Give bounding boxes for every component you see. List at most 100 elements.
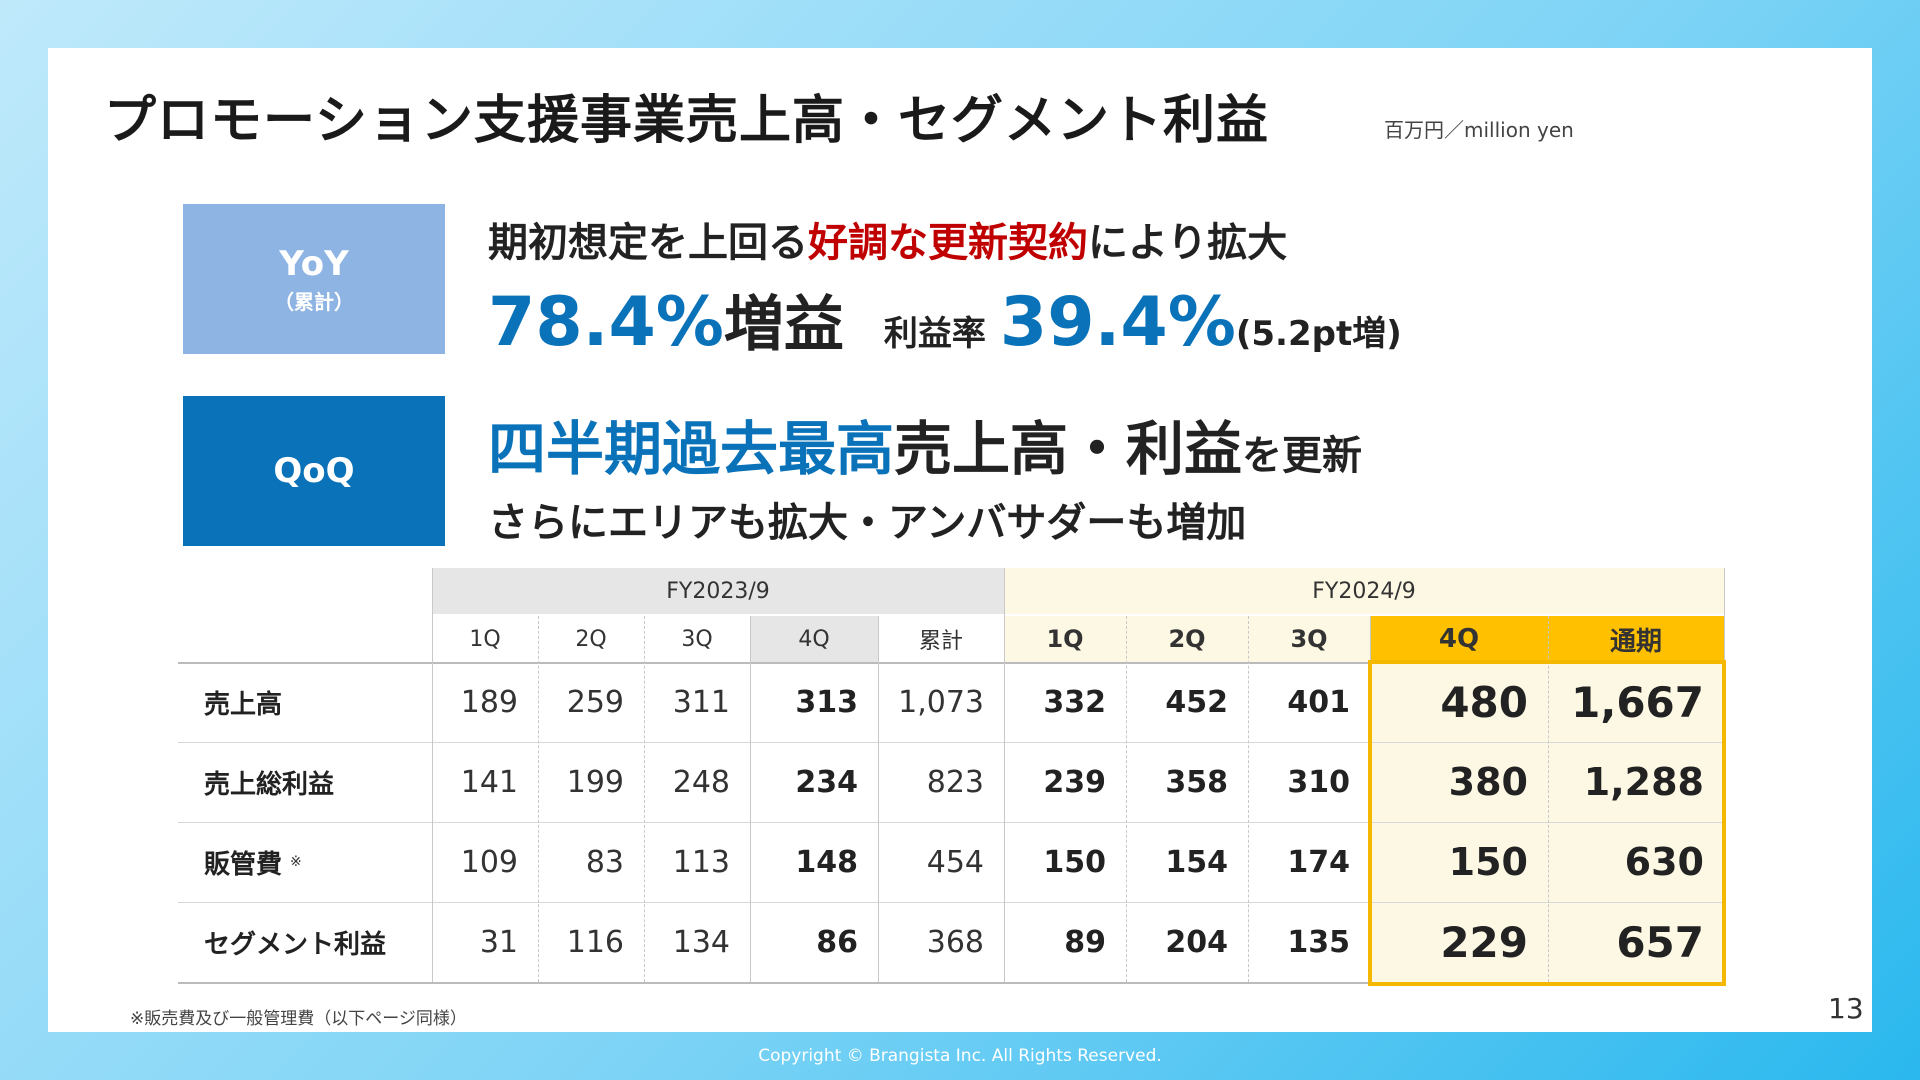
table-cell: 823 (926, 764, 984, 800)
qoq-headline-blue: 四半期過去最高 (488, 415, 895, 483)
qoq-label: QoQ (273, 451, 355, 491)
page-title: プロモーション支援事業売上高・セグメント利益 (104, 91, 1269, 151)
table-cell: 454 (926, 844, 984, 880)
financial-table: FY2023/9 FY2024/9 1Q 2Q 3Q 4Q 累計 1Q 2Q 3Q 4Q 通期 売上高 1… (178, 568, 1878, 1028)
qoq-headline-small: を更新 (1242, 433, 1363, 479)
table-cell: 154 (1165, 844, 1228, 880)
column-dash-divider (538, 616, 539, 982)
row-label: 売上高 (178, 662, 432, 742)
fy2024-header: FY2024/9 (1004, 568, 1724, 614)
table-cell: 234 (795, 764, 858, 800)
yoy-headline-highlight: 好調な更新契約 (808, 220, 1088, 266)
row-label-mark: ※ (290, 854, 302, 870)
qoq-headline: 四半期過去最高 売上高・利益 を更新 (488, 402, 1362, 486)
profit-growth-value: 78.4% (488, 283, 724, 362)
table-cell: 368 (926, 924, 984, 960)
table-cell: 135 (1287, 924, 1350, 960)
table-cell: 83 (585, 844, 624, 880)
unit-label: 百万円／million yen (1384, 118, 1574, 142)
table-cell: 109 (460, 844, 518, 880)
column-divider (878, 616, 879, 982)
slide: プロモーション支援事業売上高・セグメント利益 百万円／million yen Y… (48, 48, 1872, 1032)
qoq-subline: さらにエリアも拡大・アンバサダーも増加 (488, 500, 1247, 546)
table-cell: 148 (795, 844, 858, 880)
table-cell: 89 (1064, 924, 1106, 960)
table-cell: 452 (1165, 684, 1228, 720)
table-cell: 259 (566, 684, 624, 720)
yoy-label-box: YoY （累計） (183, 204, 445, 354)
column-divider (750, 616, 751, 982)
table-cell: 313 (795, 684, 858, 720)
column-header: 1Q (469, 626, 501, 652)
table-cell: 150 (1370, 822, 1548, 902)
table-cell: 480 (1370, 662, 1548, 742)
table-cell: 380 (1370, 742, 1548, 822)
table-cell: 113 (672, 844, 730, 880)
row-label-text: 販管費 (204, 849, 283, 880)
table-cell: 310 (1287, 764, 1350, 800)
yoy-headline-post: により拡大 (1088, 220, 1288, 266)
column-dash-divider (644, 616, 645, 982)
table-cell: 630 (1548, 822, 1724, 902)
table-cell: 657 (1548, 902, 1724, 982)
table-cell: 1,288 (1548, 742, 1724, 822)
yoy-headline: 期初想定を上回る好調な更新契約により拡大 (488, 210, 1287, 268)
row-label-text: 売上総利益 (204, 769, 335, 800)
row-label-text: セグメント利益 (204, 929, 387, 960)
table-cell: 358 (1165, 764, 1228, 800)
page-number: 13 (1828, 992, 1864, 1025)
margin-change: (5.2pt増) (1235, 314, 1402, 354)
footnote: ※販売費及び一般管理費（以下ページ同様） (130, 1009, 467, 1029)
row-divider (178, 822, 1724, 823)
table-cell: 31 (479, 924, 518, 960)
table-cell: 401 (1287, 684, 1350, 720)
row-divider (178, 902, 1724, 903)
table-cell: 199 (566, 764, 624, 800)
table-cell: 116 (566, 924, 624, 960)
margin-value: 39.4% (999, 283, 1236, 362)
qoq-label-box: QoQ (183, 396, 445, 546)
column-divider (1004, 568, 1005, 982)
table-cell: 1,073 (898, 684, 984, 720)
table-cell: 86 (816, 924, 858, 960)
column-header: 通期 (1548, 616, 1724, 662)
column-divider (1370, 616, 1371, 982)
column-divider (1724, 568, 1725, 982)
column-header: 3Q (681, 626, 713, 652)
column-divider (432, 568, 433, 982)
table-cell: 311 (672, 684, 730, 720)
table-cell: 332 (1043, 684, 1106, 720)
yoy-headline-pre: 期初想定を上回る (488, 220, 808, 266)
table-cell: 204 (1165, 924, 1228, 960)
column-dash-divider (1126, 616, 1127, 982)
row-label-text: 売上高 (204, 689, 283, 720)
row-label: 販管費 ※ (178, 822, 432, 902)
row-label: セグメント利益 (178, 902, 432, 982)
column-header: 3Q (1248, 616, 1370, 662)
profit-growth-suffix: 増益 (723, 290, 844, 360)
fy2023-header: FY2023/9 (432, 568, 1004, 614)
table-cell: 1,667 (1548, 662, 1724, 742)
table-cell: 239 (1043, 764, 1106, 800)
yoy-label: YoY (279, 243, 349, 284)
yoy-sublabel: （累計） (274, 289, 354, 314)
table-cell: 189 (460, 684, 518, 720)
column-header: 2Q (1126, 616, 1248, 662)
column-dash-divider (1248, 616, 1249, 982)
column-header: 1Q (1004, 616, 1126, 662)
table-cell: 134 (672, 924, 730, 960)
yoy-metrics: 78.4% 増益 利益率 39.4% (5.2pt増) (488, 276, 1402, 363)
row-label: 売上総利益 (178, 742, 432, 822)
column-dash-divider (1548, 616, 1549, 982)
table-bottom-border (178, 982, 1724, 984)
margin-label: 利益率 (883, 314, 986, 354)
column-header: 2Q (575, 626, 607, 652)
column-header: 累計 (918, 629, 963, 654)
table-header-divider (178, 662, 1724, 664)
column-header: 4Q (1370, 616, 1548, 662)
table-cell: 248 (672, 764, 730, 800)
row-divider (178, 742, 1724, 743)
table-cell: 229 (1370, 902, 1548, 982)
table-cell: 174 (1287, 844, 1350, 880)
column-header: 4Q (750, 616, 878, 662)
